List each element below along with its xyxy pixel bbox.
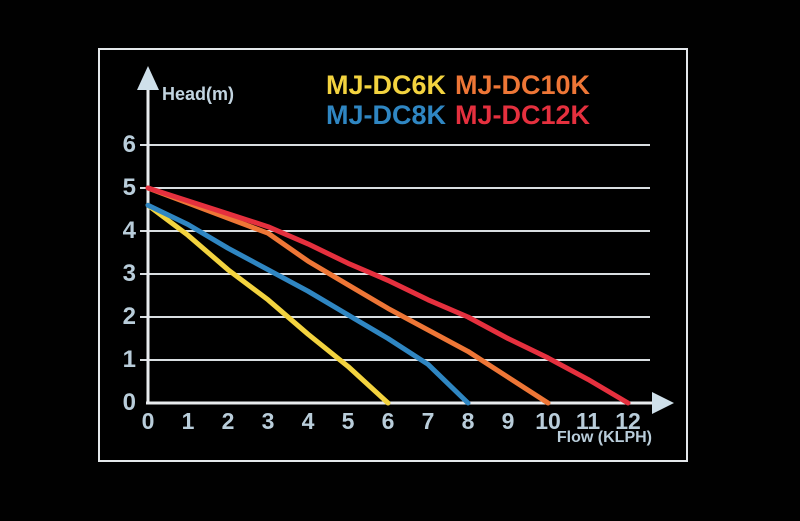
x-tick-label-4: 4 (301, 408, 315, 434)
y-tick-label-6: 6 (122, 131, 136, 158)
x-axis-title: Flow (KLPH) (556, 429, 652, 446)
x-axis-arrow-icon (652, 392, 674, 414)
y-tick-label-5: 5 (122, 174, 136, 201)
y-tick-label-2: 2 (122, 303, 136, 330)
x-tick-label-6: 6 (381, 408, 395, 434)
y-tick-label-0: 0 (122, 389, 136, 416)
legend-item-mj-dc8k: MJ-DC8K (325, 100, 446, 130)
curve-mj-dc8k (145, 202, 471, 406)
x-tick-label-1: 1 (181, 408, 195, 434)
x-tick-label-12: 12 (615, 408, 641, 434)
y-axis-arrow-icon (137, 66, 159, 90)
legend-row-1: MJ-DC6K MJ-DC10K (308, 70, 608, 100)
x-tick-label-7: 7 (421, 408, 435, 434)
y-tick-label-1: 1 (122, 346, 136, 373)
y-tick-label-3: 3 (122, 260, 136, 287)
legend-item-mj-dc12k: MJ-DC12K (454, 100, 591, 130)
x-tick-label-3: 3 (261, 408, 275, 434)
x-tick-label-0: 0 (141, 408, 155, 434)
x-tick-label-9: 9 (501, 408, 515, 434)
legend-item-mj-dc10k: MJ-DC10K (454, 70, 591, 100)
x-tick-label-10: 10 (535, 408, 561, 434)
curve-mj-dc6k (145, 202, 391, 406)
y-axis-title: Head(m) (162, 84, 235, 104)
legend-row-2: MJ-DC8K MJ-DC12K (308, 100, 608, 130)
legend: MJ-DC6K MJ-DC10K MJ-DC8K MJ-DC12K (308, 70, 608, 130)
x-tick-label-8: 8 (461, 408, 475, 434)
curve-mj-dc10k (145, 185, 551, 406)
x-tick-label-2: 2 (221, 408, 235, 434)
x-tick-label-5: 5 (341, 408, 355, 434)
curve-mj-dc12k (145, 185, 631, 406)
y-tick-label-4: 4 (122, 217, 136, 244)
legend-item-mj-dc6k: MJ-DC6K (325, 70, 446, 100)
x-tick-label-11: 11 (575, 408, 601, 434)
chart-frame (98, 48, 688, 462)
